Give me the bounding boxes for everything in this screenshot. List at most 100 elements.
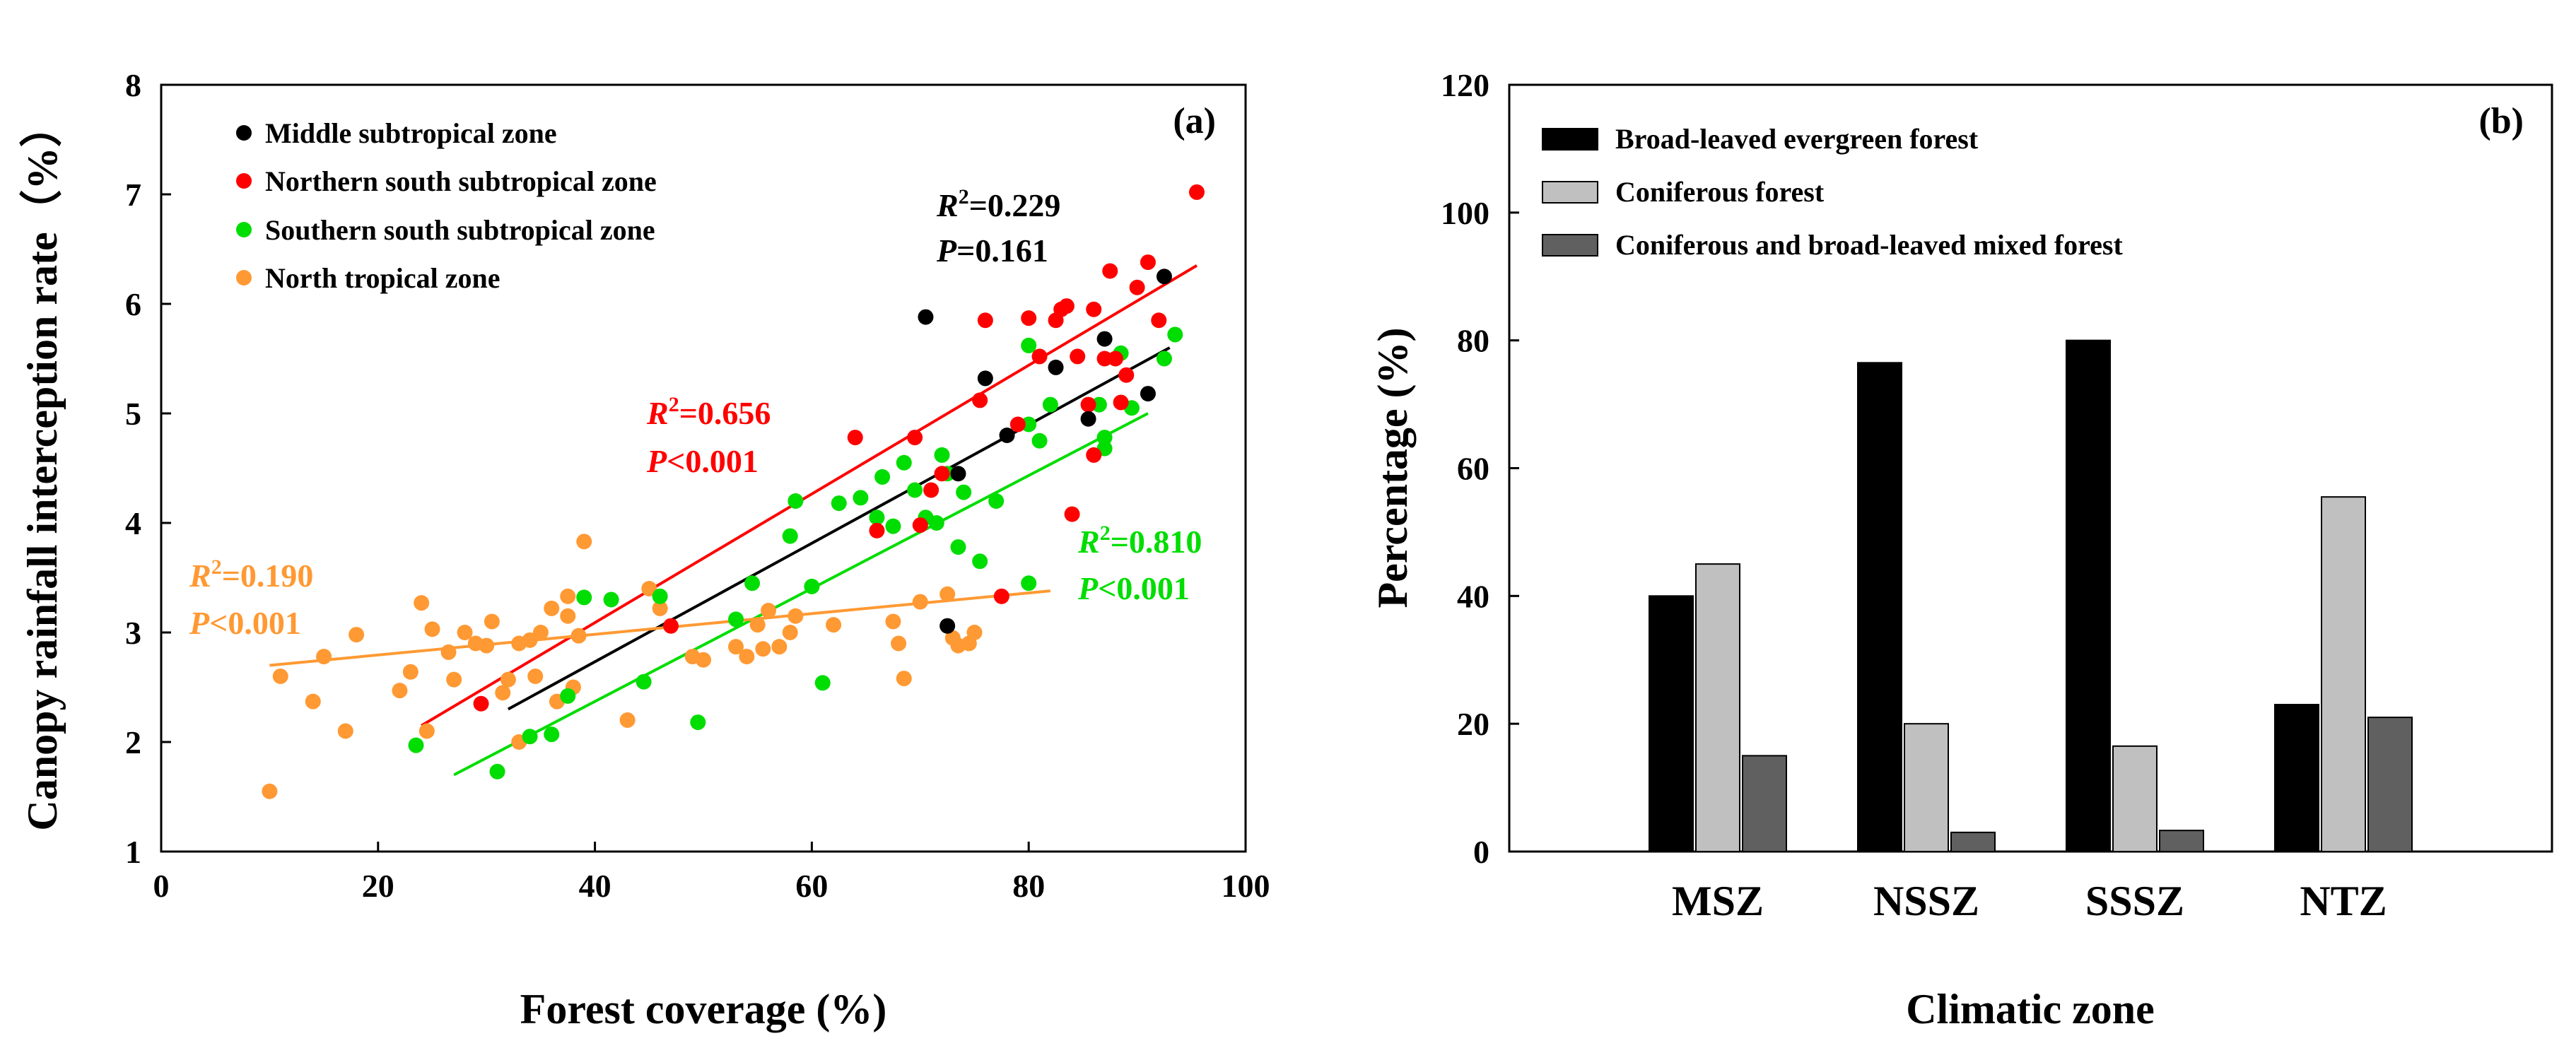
- scatter-point-series-3: [479, 637, 495, 654]
- scatter-point-series-2: [988, 493, 1005, 509]
- scatter-point-series-3: [912, 594, 928, 610]
- legend-a: Middle subtropical zone Northern south s…: [236, 117, 657, 294]
- scatter-point-series-1: [1129, 279, 1145, 295]
- x-axis-title-b: Climatic zone: [1906, 986, 2155, 1032]
- scatter-point-series-3: [728, 639, 744, 655]
- scatter-point-series-3: [761, 603, 777, 618]
- bar-nssz-series-0: [1857, 362, 1902, 852]
- scatter-point-series-2: [603, 591, 619, 608]
- scatter-point-series-3: [885, 613, 901, 630]
- scatter-point-series-2: [560, 688, 576, 704]
- scatter-point-series-1: [934, 466, 950, 482]
- scatter-point-series-2: [1156, 351, 1172, 367]
- scatter-point-series-2: [1042, 396, 1058, 413]
- scatter-point-series-0: [950, 466, 966, 482]
- panel-label-b: (b): [2478, 101, 2524, 141]
- category-label-b: MSZ: [1672, 878, 1764, 924]
- bar-msz-series-2: [1742, 755, 1787, 852]
- scatter-point-series-3: [484, 613, 500, 630]
- bar-ntz-series-1: [2321, 496, 2366, 852]
- scatter-point-series-1: [1021, 310, 1037, 326]
- legend-swatch-coniferous: [1542, 181, 1598, 204]
- scatter-point-series-1: [1118, 367, 1135, 383]
- scatter-point-series-1: [1086, 447, 1102, 463]
- scatter-point-series-2: [934, 447, 950, 463]
- scatter-point-series-3: [788, 608, 804, 624]
- scatter-point-series-2: [652, 588, 668, 604]
- x-tick-label-a: 80: [1012, 868, 1045, 904]
- bar-sssz-series-2: [2159, 830, 2204, 852]
- scatter-point-series-3: [652, 600, 668, 616]
- scatter-point-series-3: [544, 600, 560, 616]
- scatter-point-series-2: [1021, 575, 1037, 591]
- stats-tropical: R2=0.190 P<0.001: [189, 555, 313, 641]
- scatter-point-series-3: [500, 671, 516, 688]
- scatter-point-series-1: [907, 430, 923, 446]
- scatter-point-series-2: [928, 515, 944, 531]
- scatter-point-series-0: [918, 309, 934, 325]
- legend-marker-middle: [236, 125, 252, 141]
- scatter-point-series-2: [907, 482, 923, 498]
- scatter-point-series-3: [522, 632, 538, 648]
- legend-marker-tropical: [236, 270, 252, 285]
- stats-southern: R2=0.810 P<0.001: [1077, 522, 1202, 606]
- scatter-point-series-3: [749, 617, 766, 633]
- y-tick-label-b: 120: [1441, 67, 1489, 103]
- scatter-point-series-2: [576, 589, 592, 606]
- scatter-point-series-3: [527, 669, 544, 684]
- scatter-point-series-3: [966, 625, 983, 640]
- data-points-a: [262, 184, 1205, 799]
- category-label-b: NTZ: [2300, 878, 2387, 924]
- scatter-point-series-3: [641, 581, 657, 596]
- y-axis-title-a: Canopy rainfall interception rate（%）: [18, 105, 66, 830]
- scatter-point-series-3: [619, 712, 636, 728]
- stats-northern: R2=0.656 P<0.001: [646, 393, 771, 479]
- scatter-point-series-1: [1113, 394, 1129, 411]
- scatter-point-series-1: [1096, 351, 1113, 367]
- scatter-point-series-1: [923, 482, 939, 498]
- y-tick-label-b: 100: [1441, 195, 1489, 231]
- bar-nssz-series-1: [1904, 723, 1949, 852]
- scatter-point-series-2: [853, 490, 869, 506]
- scatter-point-series-2: [1031, 432, 1048, 449]
- scatter-point-series-3: [755, 641, 771, 657]
- scatter-point-series-2: [489, 763, 505, 779]
- legend-label-coniferous: Coniferous forest: [1615, 176, 1825, 208]
- regression-lines-a: [269, 264, 1198, 777]
- y-tick-label-a: 8: [125, 67, 141, 103]
- scatter-point-series-0: [1048, 359, 1064, 375]
- r2-annotation-middle: R2=0.229: [936, 185, 1060, 223]
- panel-label-a: (a): [1173, 101, 1216, 141]
- scatter-point-series-0: [1140, 386, 1156, 402]
- scatter-point-series-3: [532, 625, 549, 640]
- scatter-point-series-3: [402, 664, 418, 680]
- y-tick-label-a: 4: [125, 505, 141, 541]
- scatter-point-series-3: [316, 649, 332, 665]
- y-tick-label-a: 1: [125, 834, 141, 870]
- y-tick-label-a: 3: [125, 615, 141, 651]
- scatter-point-series-1: [1107, 351, 1123, 367]
- scatter-point-series-1: [1064, 506, 1080, 522]
- scatter-point-series-1: [912, 517, 928, 534]
- scatter-point-series-3: [418, 723, 435, 739]
- y-axis-title-b: Percentage (%): [1369, 327, 1416, 608]
- scatter-point-series-1: [1031, 348, 1048, 365]
- scatter-point-series-2: [728, 611, 744, 628]
- scatter-point-series-2: [1091, 396, 1107, 413]
- scatter-point-series-2: [804, 578, 820, 594]
- scatter-point-series-0: [1096, 331, 1113, 347]
- scatter-point-series-3: [262, 783, 278, 799]
- scatter-point-series-2: [874, 469, 891, 485]
- x-tick-label-a: 60: [795, 868, 828, 904]
- bar-msz-series-0: [1649, 595, 1694, 852]
- scatter-point-series-1: [1102, 263, 1118, 279]
- scatter-point-series-1: [869, 522, 885, 538]
- y-tick-label-a: 2: [125, 724, 141, 760]
- scatter-point-series-1: [1009, 416, 1026, 432]
- scatter-point-series-1: [1058, 298, 1075, 314]
- bar-panel-b: 0 20 40 60 80 100 120 MSZ NSSZ SSSZ NTZ (b) Broad-…: [1369, 67, 2553, 1032]
- scatter-point-series-2: [690, 714, 706, 731]
- scatter-point-series-1: [1151, 312, 1167, 329]
- r2-annotation-tropical: R2=0.190: [189, 555, 313, 594]
